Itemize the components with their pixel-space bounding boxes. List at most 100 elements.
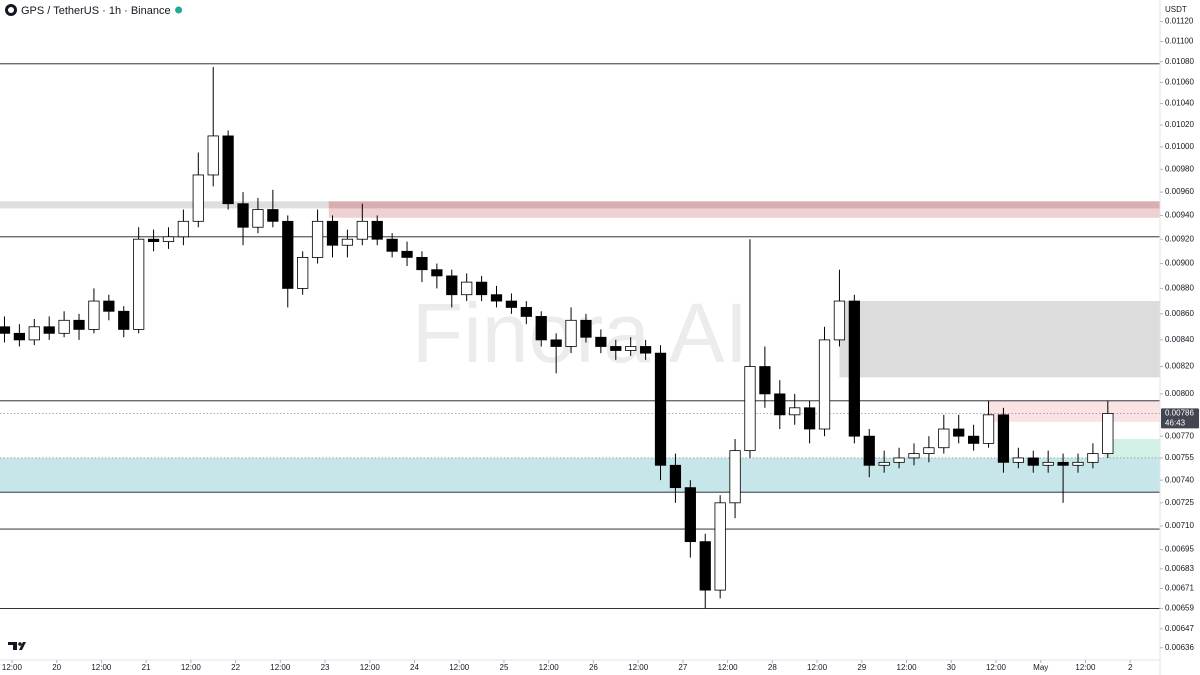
y-tick-label: 0.00740 xyxy=(1165,475,1194,484)
candle-body xyxy=(147,238,160,243)
x-tick-label: 12:00 xyxy=(628,663,649,672)
candle-body xyxy=(103,300,115,312)
x-tick-label: 23 xyxy=(321,663,330,672)
candle-body xyxy=(207,135,219,176)
candle-body xyxy=(1102,413,1114,454)
x-tick-label: 27 xyxy=(678,663,687,672)
candle-body xyxy=(505,300,518,308)
x-tick-label: 12:00 xyxy=(449,663,470,672)
x-tick-label: 24 xyxy=(410,663,419,672)
y-tick-label: 0.00920 xyxy=(1165,234,1194,243)
y-tick-label: 0.01120 xyxy=(1165,17,1194,26)
candle-body xyxy=(0,326,11,334)
candle-body xyxy=(446,275,458,296)
candle-body xyxy=(893,457,905,463)
candle-body xyxy=(938,428,950,449)
candle-body xyxy=(1042,461,1054,466)
y-tick-label: 0.01080 xyxy=(1165,57,1194,66)
candle-body xyxy=(908,453,920,459)
candle-body xyxy=(490,294,503,302)
candle-body xyxy=(386,238,398,252)
last-price-box xyxy=(1161,408,1199,429)
zone xyxy=(988,400,1160,422)
y-tick-label: 0.00980 xyxy=(1165,164,1194,173)
candle-body xyxy=(848,300,860,437)
countdown-label: 46:43 xyxy=(1165,419,1186,428)
candle-body xyxy=(863,435,875,466)
candle-body xyxy=(177,220,190,238)
y-tick-label: 0.00840 xyxy=(1165,335,1194,344)
x-tick-label: 21 xyxy=(142,663,151,672)
candle-body xyxy=(565,319,577,347)
x-tick-label: 29 xyxy=(857,663,866,672)
y-tick-label: 0.01000 xyxy=(1165,142,1194,151)
y-tick-label: 0.00710 xyxy=(1165,521,1194,530)
logo-part xyxy=(8,642,17,650)
candle-body xyxy=(28,326,40,341)
candle-body xyxy=(774,393,786,416)
candle-body xyxy=(625,346,637,351)
candle-body xyxy=(1087,453,1099,463)
y-tick-label: 0.00659 xyxy=(1165,604,1194,613)
candle-body xyxy=(714,502,726,591)
x-tick-label: 12:00 xyxy=(2,663,23,672)
candle-body xyxy=(729,450,741,504)
candle-body xyxy=(461,281,473,296)
candle-body xyxy=(222,135,234,205)
candle-body xyxy=(759,366,771,395)
y-tick-label: 0.00647 xyxy=(1165,624,1194,633)
y-tick-label: 0.00940 xyxy=(1165,211,1194,220)
y-tick-label: 0.01040 xyxy=(1165,99,1194,108)
candle-body xyxy=(580,319,592,338)
zone xyxy=(328,201,1160,209)
candle-body xyxy=(550,339,562,347)
y-tick-label: 0.01100 xyxy=(1165,37,1194,46)
candle-body xyxy=(252,209,264,228)
candle-body xyxy=(639,346,652,354)
x-tick-label: 12:00 xyxy=(1075,663,1096,672)
candle-body xyxy=(535,316,547,341)
candle-body xyxy=(162,236,175,243)
candle-body xyxy=(1012,457,1024,463)
candle-body xyxy=(803,407,816,430)
y-tick-label: 0.00671 xyxy=(1165,584,1194,593)
candle-body xyxy=(475,281,488,296)
x-tick-label: 2 xyxy=(1128,663,1133,672)
y-tick-label: 0.00960 xyxy=(1165,187,1194,196)
candle-body xyxy=(73,319,85,330)
x-tick-label: 12:00 xyxy=(360,663,381,672)
y-tick-label: 0.00880 xyxy=(1165,284,1194,293)
candle-body xyxy=(192,174,204,222)
y-tick-label: 0.00695 xyxy=(1165,545,1194,554)
last-price-label: 0.00786 xyxy=(1165,409,1194,418)
x-tick-label: 12:00 xyxy=(718,663,739,672)
candle-body xyxy=(789,407,801,416)
candle-body xyxy=(744,366,756,452)
candle-body xyxy=(953,428,965,437)
y-tick-label: 0.00800 xyxy=(1165,389,1194,398)
logo-part xyxy=(19,642,26,650)
zone xyxy=(1104,439,1160,458)
y-tick-label: 0.00725 xyxy=(1165,498,1194,507)
candle-body xyxy=(684,487,696,543)
x-tick-label: 20 xyxy=(52,663,61,672)
y-tick-label: 0.00755 xyxy=(1165,453,1194,462)
y-tick-label: 0.00820 xyxy=(1165,362,1194,371)
candle-body xyxy=(968,435,980,444)
candle-body xyxy=(371,220,383,240)
x-tick-label: 12:00 xyxy=(91,663,112,672)
plot-area: Finora AI xyxy=(0,63,1160,609)
candle-body xyxy=(133,238,145,330)
candle-body xyxy=(237,203,249,228)
x-tick-label: 28 xyxy=(768,663,777,672)
candle-body xyxy=(669,464,682,489)
candle-body xyxy=(997,414,1010,463)
candle-body xyxy=(326,220,339,246)
candle-body xyxy=(818,339,831,430)
y-tick-label: 0.00636 xyxy=(1165,643,1194,652)
candle-body xyxy=(297,257,309,289)
candle-body xyxy=(1027,457,1039,466)
candle-body xyxy=(1072,461,1084,466)
y-tick-label: 0.00900 xyxy=(1165,259,1194,268)
chart-title: GPS / TetherUS · 1h · Binance xyxy=(21,5,171,17)
